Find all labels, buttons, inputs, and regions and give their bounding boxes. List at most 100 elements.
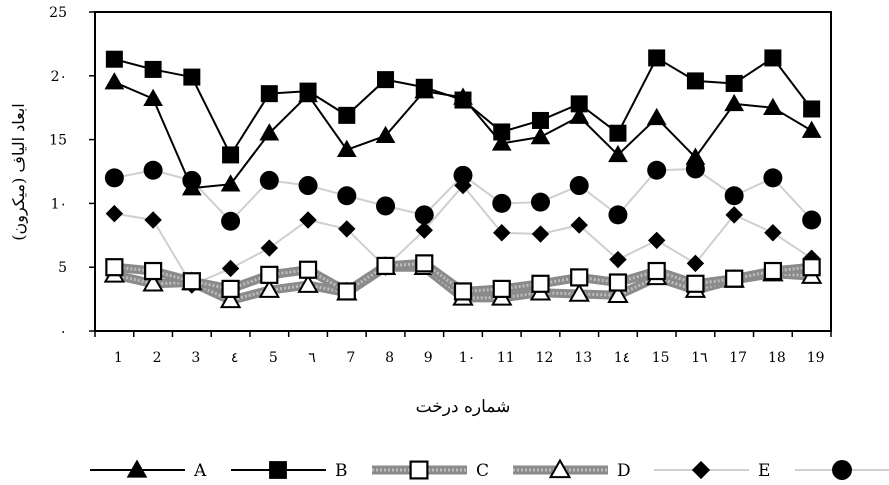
series-b-point [105,50,123,68]
series-a-point [143,88,163,107]
series-e-point [454,176,472,195]
series-a-point [763,97,783,115]
x-axis-title: شماره درخت [416,397,511,417]
x-tick-label: ٤ [231,350,239,366]
series-e-point [415,221,433,239]
series-f-point [143,160,163,180]
x-tick-label: 15 [652,350,670,366]
series-e-point [299,211,317,229]
series-e-point [493,224,511,242]
series-e-point [609,250,627,269]
series-e-point [105,204,124,223]
series-c-point [492,279,511,298]
series-b [105,49,821,164]
y-tick-label: ۰ [59,324,67,340]
series-e-point [531,225,550,243]
series-a-point [298,84,318,103]
legend-item-e: E [654,460,770,481]
x-tick-label: 1٤ [614,350,630,366]
series-e-point [570,216,588,234]
series-e-point [338,220,356,238]
series-c-point [531,274,550,293]
legend-item-b: B [231,461,348,481]
series-a-point [336,139,357,158]
series-f-point [298,176,318,196]
legend: A B C D E F [90,458,889,481]
y-tick-label: 1۰ [51,196,67,212]
x-tick-label: 2 [153,350,162,366]
legend-label: E [758,461,770,481]
series-b-point [222,146,240,164]
series-a-point [569,106,590,124]
legend-label: C [476,461,489,481]
series-c-point [337,282,356,301]
series-c-point [415,254,434,273]
legend-item-a: A [90,459,207,481]
series-b-point [260,85,278,103]
series-d-point [568,282,590,302]
series-c-point [298,260,318,279]
series-e-point [764,224,782,242]
series-c-point [221,279,240,298]
series-f-point [492,193,512,213]
series-f-point [647,160,667,180]
series-a-point [491,133,512,151]
series-e-point [647,231,666,250]
series-e-line [114,184,813,287]
x-tick-label: 8 [385,350,394,366]
series-e-point [725,206,743,224]
series-a-point [453,87,473,105]
series-c-point [725,269,744,288]
series-d-point [297,274,319,293]
x-tick-label: 1٦ [691,350,707,366]
series-a [104,72,822,196]
series-e-point [221,259,240,278]
series-b-point [803,100,821,118]
series-c-point [105,258,124,277]
x-tick-label: 11 [497,350,515,366]
series-a-point [220,174,241,192]
series-d-point [607,284,629,304]
series-c [105,254,821,301]
series-f-point [802,210,822,230]
series-c-point [763,261,782,281]
legend-label: A [193,461,207,481]
legend-marker [548,458,572,479]
series-c-point [608,273,628,292]
series-e-point [686,254,705,273]
series-a-point [724,93,745,112]
series-c-point [144,261,163,281]
series-c-point [570,268,589,287]
x-tick-label: 1 [114,350,123,366]
y-tick-label: 25 [49,5,67,21]
series-b-point [764,49,782,67]
series-a-point [104,72,125,90]
series-f-point [104,168,124,188]
series-c-point [453,282,473,301]
x-tick-label: 13 [574,350,592,366]
x-axis: 1 2 3 ٤ 5 ٦ 7 8 9 1۰ 11 12 13 1٤ 15 1٦ 17 18 19 [94,331,832,366]
series-b-point [609,124,627,142]
y-tick-label: 15 [49,133,67,149]
legend-item-c: C [372,460,489,481]
legend-marker [691,460,711,480]
legend-marker [126,459,148,478]
series-a-point [530,127,551,145]
series-a-point [685,147,706,165]
legend-label: B [335,461,348,481]
series-b-point [686,72,704,90]
x-tick-label: 18 [768,350,786,366]
x-tick-label: 17 [729,350,747,366]
series-c-point [647,261,666,281]
series-d-point [258,279,281,298]
y-axis: ۰ 5 1۰ 15 2۰ 25 [49,5,95,340]
series-a-point [608,144,628,163]
x-tick-label: 9 [424,350,433,366]
series-f-point [221,211,241,231]
series-c-point [686,274,705,293]
series-f-point [376,196,396,216]
series-a-point [801,120,822,138]
series-f-point [763,168,783,188]
x-tick-label: 3 [191,350,200,366]
